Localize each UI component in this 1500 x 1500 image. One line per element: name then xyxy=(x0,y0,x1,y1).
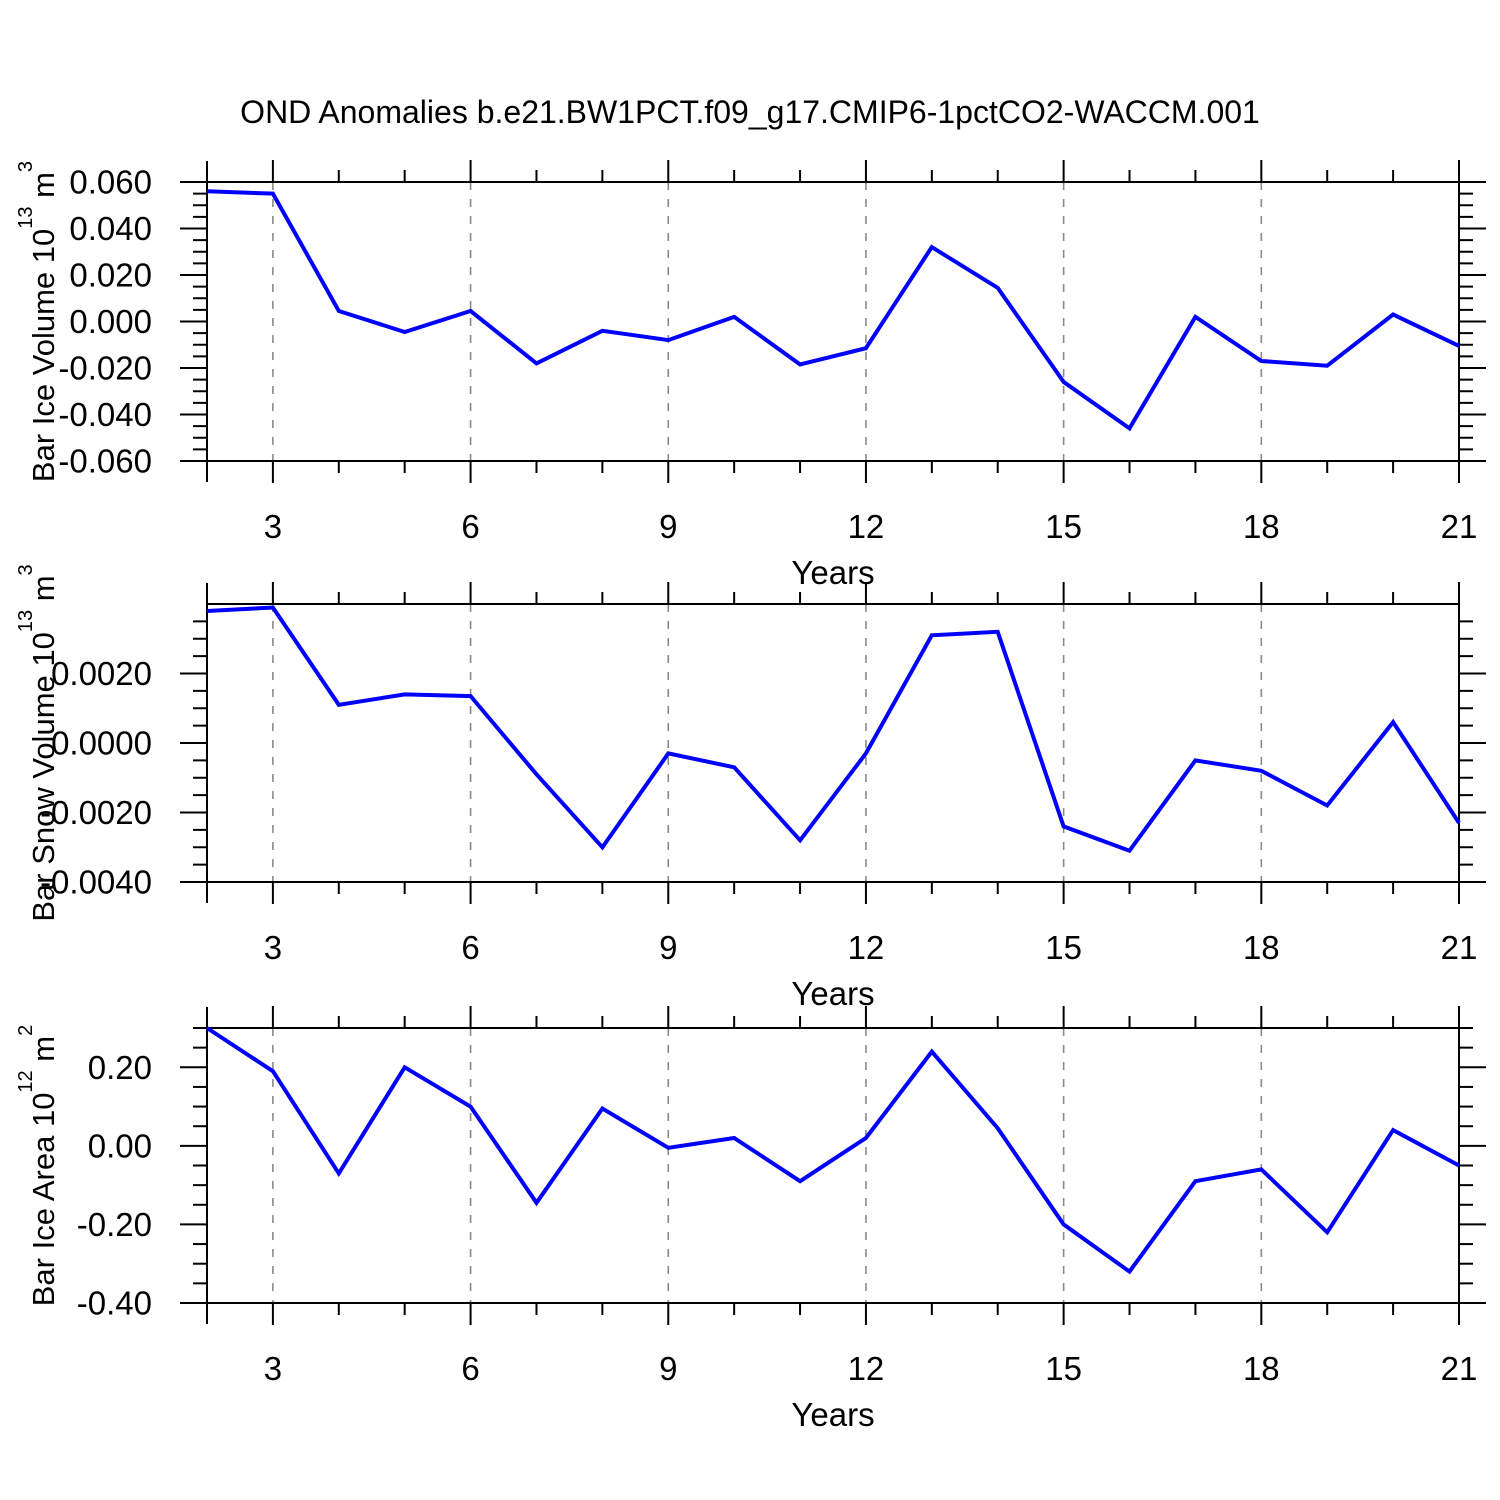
panel-bar-ice-volume: 0.060 0.040 0.020 0.000 -0.020 -0.040 -0.060 3 6… xyxy=(15,160,1486,591)
x-tick-label: 18 xyxy=(1243,1350,1280,1387)
x-tick-label: 9 xyxy=(659,508,677,545)
y-tick-labels: 0.060 0.040 0.020 0.000 -0.020 -0.040 -0.060 xyxy=(58,164,152,480)
y-axis-title-bar-snow-volume: Bar Snow Volume 1013 m3 xyxy=(15,564,61,921)
x-tick-label: 15 xyxy=(1045,1350,1082,1387)
x-tick-label: 3 xyxy=(264,929,282,966)
chart-title: OND Anomalies b.e21.BW1PCT.f09_g17.CMIP6… xyxy=(240,94,1260,130)
x-tick-label: 21 xyxy=(1441,508,1478,545)
y-tick-label: -0.0040 xyxy=(40,864,152,901)
x-tick-label: 9 xyxy=(659,929,677,966)
y-tick-label: 0.040 xyxy=(69,210,152,247)
x-tick-label: 3 xyxy=(264,508,282,545)
y-axis-title-superscript: 3 xyxy=(15,161,37,172)
gridlines xyxy=(272,182,1263,461)
y-axis-title-superscript: 2 xyxy=(15,1025,37,1036)
x-tick-label: 21 xyxy=(1441,929,1478,966)
x-tick-label: 6 xyxy=(461,929,479,966)
x-tick-label: 15 xyxy=(1045,929,1082,966)
x-tick-label: 9 xyxy=(659,1350,677,1387)
x-tick-labels: 3 6 9 12 15 18 21 xyxy=(264,508,1478,545)
x-axis-label-bar-ice-area: Years xyxy=(791,1396,874,1433)
x-axis-label-bar-snow-volume: Years xyxy=(791,975,874,1012)
y-axis-title-bar-ice-area: Bar Ice Area 1012 m2 xyxy=(15,1025,61,1307)
y-axis-title-bar-ice-volume: Bar Ice Volume 1013 m3 xyxy=(15,161,61,482)
x-tick-label: 12 xyxy=(848,1350,885,1387)
y-axis-title-text: Bar Ice Volume 10 xyxy=(26,229,61,482)
y-tick-label: 0.060 xyxy=(69,164,152,201)
axes xyxy=(180,1006,1486,1325)
x-tick-label: 18 xyxy=(1243,508,1280,545)
x-tick-label: 21 xyxy=(1441,1350,1478,1387)
x-tick-label: 12 xyxy=(848,929,885,966)
x-tick-label: 15 xyxy=(1045,508,1082,545)
x-tick-labels: 3 6 9 12 15 18 21 xyxy=(264,1350,1478,1387)
y-tick-label: -0.40 xyxy=(77,1285,152,1322)
y-tick-label: 0.00 xyxy=(88,1127,152,1164)
y-axis-title-superscript: 12 xyxy=(15,1070,37,1092)
y-tick-label: 0.20 xyxy=(88,1049,152,1086)
axes xyxy=(180,582,1486,904)
x-tick-label: 3 xyxy=(264,1350,282,1387)
y-axis-title-superscript: 13 xyxy=(15,206,37,228)
x-tick-labels: 3 6 9 12 15 18 21 xyxy=(264,929,1478,966)
data-line-bar-snow-volume xyxy=(206,605,1461,854)
data-line-bar-ice-volume xyxy=(206,189,1460,432)
panel-bar-ice-area: 0.20 0.00 -0.20 -0.40 3 6 9 12 15 18 21 Years Bar Ic… xyxy=(15,1006,1486,1433)
y-tick-label: -0.0020 xyxy=(40,794,152,831)
y-tick-label: -0.020 xyxy=(58,350,152,387)
y-tick-label: 0.0000 xyxy=(51,725,152,762)
data-line-bar-ice-area xyxy=(205,1026,1460,1275)
y-tick-label: -0.060 xyxy=(58,443,152,480)
y-axis-title-text: m xyxy=(26,172,61,206)
x-tick-label: 6 xyxy=(461,1350,479,1387)
y-axis-title-text: Bar Ice Area 10 xyxy=(26,1093,61,1307)
x-tick-label: 12 xyxy=(848,508,885,545)
panel-bar-snow-volume: 0.0020 0.0000 -0.0020 -0.0040 3 6 9 12 15 18 21 Yea… xyxy=(15,564,1486,1012)
gridlines xyxy=(272,604,1263,882)
y-tick-label: -0.040 xyxy=(58,396,152,433)
y-axis-title-text: m xyxy=(26,575,61,609)
x-tick-label: 18 xyxy=(1243,929,1280,966)
y-tick-label: 0.000 xyxy=(69,303,152,340)
y-tick-label: -0.20 xyxy=(77,1206,152,1243)
gridlines xyxy=(272,1028,1263,1303)
y-axis-title-superscript: 3 xyxy=(15,564,37,575)
y-tick-labels: 0.0020 0.0000 -0.0020 -0.0040 xyxy=(40,655,152,901)
y-tick-label: 0.020 xyxy=(69,257,152,294)
y-axis-title-text: m xyxy=(26,1036,61,1070)
y-tick-labels: 0.20 0.00 -0.20 -0.40 xyxy=(77,1049,152,1322)
y-axis-title-superscript: 13 xyxy=(15,610,37,632)
x-axis-label-bar-ice-volume: Years xyxy=(791,554,874,591)
axes xyxy=(180,160,1486,483)
y-axis-title-text: Bar Snow Volume 10 xyxy=(26,632,61,922)
y-tick-label: 0.0020 xyxy=(51,655,152,692)
x-tick-label: 6 xyxy=(461,508,479,545)
